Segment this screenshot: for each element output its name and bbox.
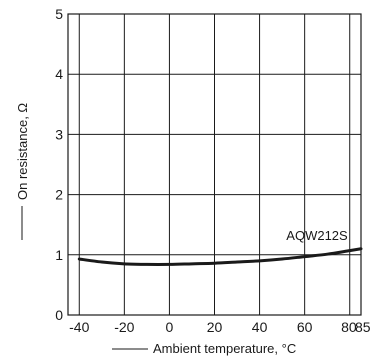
x-tick-label: -40 — [69, 319, 89, 335]
x-tick-label: 20 — [207, 319, 223, 335]
y-tick-label: 2 — [55, 187, 63, 203]
y-tick-label: 3 — [55, 126, 63, 142]
x-tick-label: 80 — [341, 319, 357, 335]
x-axis-label: Ambient temperature, °C — [153, 341, 296, 356]
series-label-aqw212s: AQW212S — [286, 228, 348, 243]
x-tick-label: 85 — [355, 319, 371, 335]
series-line-aqw212s — [77, 247, 363, 267]
y-tick-labels: 0 1 2 3 4 5 — [55, 6, 63, 323]
x-tick-label: 60 — [297, 319, 313, 335]
series-labels: AQW212S — [286, 228, 348, 243]
x-tick-label: 40 — [252, 319, 268, 335]
series-lines — [77, 247, 363, 267]
y-tick-label: 5 — [55, 6, 63, 22]
y-tick-label: 4 — [55, 66, 63, 82]
plot-frame — [67, 13, 362, 316]
x-tick-label: -20 — [114, 319, 134, 335]
y-tick-label: 1 — [55, 247, 63, 263]
y-tick-label: 0 — [55, 307, 63, 323]
x-tick-label: 0 — [166, 319, 174, 335]
y-axis-label: On resistance, Ω — [15, 103, 30, 200]
grid-lines — [68, 14, 361, 315]
